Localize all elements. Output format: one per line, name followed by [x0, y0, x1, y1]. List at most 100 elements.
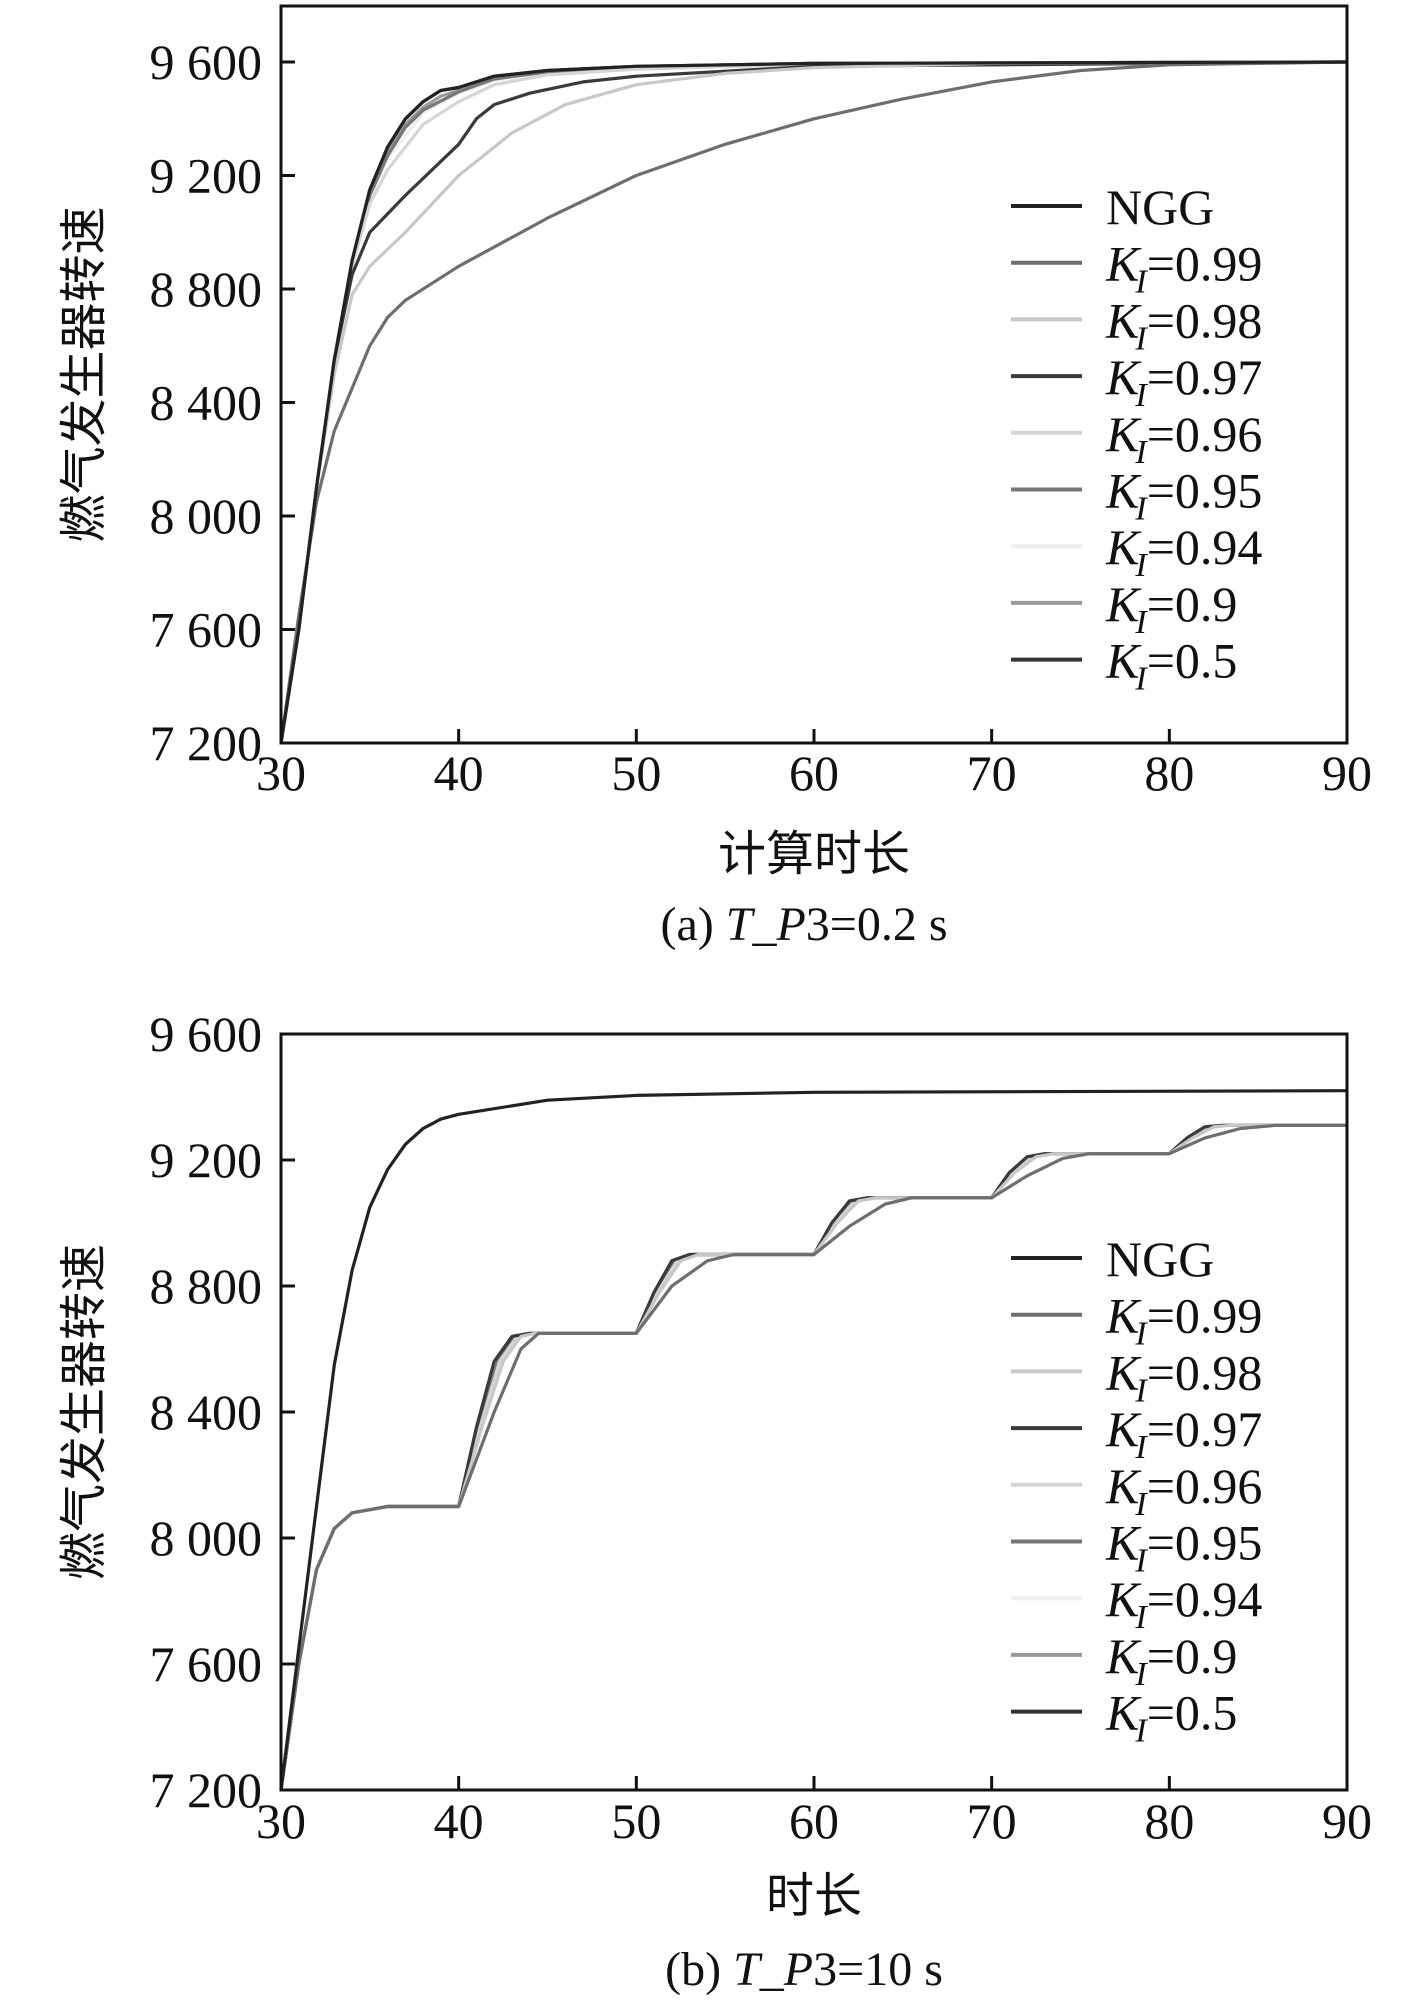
x-tick-label: 40: [434, 745, 484, 801]
legend-k: K: [1105, 1344, 1142, 1400]
legend-value: =0.99: [1147, 236, 1263, 292]
legend-label: KI=0.99: [1105, 1288, 1262, 1353]
legend-label: KI=0.5: [1105, 633, 1237, 698]
legend-value: =0.9: [1147, 1628, 1238, 1684]
legend-label: KI=0.94: [1105, 1571, 1262, 1636]
legend-label: KI=0.99: [1105, 236, 1262, 301]
figure-caption: (b) T_P3=10 s: [665, 1943, 943, 1996]
x-tick-label: 60: [789, 745, 839, 801]
legend-subscript-i: I: [1134, 661, 1148, 698]
legend-value: =0.99: [1147, 1288, 1263, 1344]
legend-label: NGG: [1106, 179, 1214, 235]
legend-value: =0.96: [1147, 406, 1263, 462]
legend-item: NGG: [1011, 1231, 1214, 1287]
y-tick-label: 8 000: [150, 1510, 263, 1566]
legend-item: NGG: [1011, 179, 1214, 235]
legend-item: KI=0.95: [1011, 1515, 1262, 1580]
legend-k: K: [1105, 463, 1142, 519]
legend-k: K: [1105, 1401, 1142, 1457]
series-line-NGG: [279, 1089, 1348, 1791]
legend-subscript-i: I: [1134, 1543, 1148, 1580]
y-tick-label: 8 400: [150, 1384, 263, 1440]
caption-prefix: (a): [660, 898, 725, 951]
y-tick-label: 9 200: [150, 148, 263, 204]
legend-label: KI=0.97: [1105, 349, 1262, 414]
legend-label: KI=0.95: [1105, 1515, 1262, 1580]
legend-k: K: [1105, 1515, 1142, 1571]
x-tick-label: 60: [789, 1793, 839, 1849]
caption-t: T: [726, 898, 756, 951]
legend-subscript-i: I: [1134, 547, 1148, 584]
caption-t: T: [733, 1943, 763, 1996]
caption-p: P: [783, 1943, 813, 1996]
legend-label: KI=0.94: [1105, 519, 1262, 584]
x-tick-label: 30: [256, 1793, 306, 1849]
y-tick-label: 8 400: [150, 375, 263, 431]
y-tick-label: 8 800: [150, 261, 263, 317]
legend-item: KI=0.99: [1011, 236, 1262, 301]
legend-label: NGG: [1106, 1231, 1214, 1287]
legend-label: KI=0.9: [1105, 576, 1237, 641]
legend-value: =0.98: [1147, 292, 1263, 348]
legend-item: KI=0.97: [1011, 349, 1262, 414]
legend-k: K: [1105, 1288, 1142, 1344]
x-tick-label: 90: [1322, 1793, 1372, 1849]
legend-k: K: [1105, 406, 1142, 462]
y-tick-label: 9 200: [150, 1132, 263, 1188]
legend-value: =0.97: [1147, 349, 1263, 405]
legend-item: KI=0.94: [1011, 519, 1262, 584]
y-axis-label: 燃气发生器转速: [56, 206, 112, 542]
legend-item: KI=0.98: [1011, 292, 1262, 357]
legend-item: KI=0.96: [1011, 406, 1262, 471]
x-axis-label: 计算时长: [718, 826, 910, 882]
legend-subscript-i: I: [1134, 1486, 1148, 1523]
legend-subscript-i: I: [1134, 1372, 1148, 1409]
legend-k: K: [1105, 1628, 1142, 1684]
y-tick-label: 7 600: [150, 602, 263, 658]
x-tick-label: 90: [1322, 745, 1372, 801]
legend-subscript-i: I: [1134, 434, 1148, 471]
y-tick-label: 7 200: [150, 715, 263, 771]
legend-value: =0.98: [1147, 1344, 1263, 1400]
legend-item: KI=0.9: [1011, 576, 1237, 641]
legend-value: =0.9: [1147, 576, 1238, 632]
legend-subscript-i: I: [1134, 1429, 1148, 1466]
legend-subscript-i: I: [1134, 491, 1148, 528]
x-tick-label: 50: [611, 745, 661, 801]
series-lines: [279, 1089, 1348, 1791]
series-line-K-I-0.99: [279, 60, 1348, 744]
legend-k: K: [1105, 1458, 1142, 1514]
y-tick-label: 7 200: [150, 1762, 263, 1818]
legend-k: K: [1105, 1571, 1142, 1627]
series-line-K-I-0.99: [279, 1123, 1347, 1791]
y-tick-label: 9 600: [150, 34, 263, 90]
legend-label: KI=0.98: [1105, 1344, 1262, 1409]
legend-value: =0.97: [1147, 1401, 1263, 1457]
caption-rest: 3=10 s: [813, 1943, 943, 1996]
legend-k: K: [1105, 576, 1142, 632]
legend-item: KI=0.98: [1011, 1344, 1262, 1409]
legend-value: =0.5: [1147, 1685, 1238, 1741]
chart-b: 30 40 50 60 70 80 90 7 200 7 600 8 000 8 400 8 800 9…: [56, 1006, 1372, 1996]
legend-value: =0.96: [1147, 1458, 1263, 1514]
x-tick-label: 80: [1144, 745, 1194, 801]
legend-label: KI=0.96: [1105, 1458, 1262, 1523]
legend-subscript-i: I: [1134, 320, 1148, 357]
legend-label: KI=0.5: [1105, 1685, 1237, 1750]
legend-subscript-i: I: [1134, 1656, 1148, 1693]
legend-value: =0.95: [1147, 463, 1263, 519]
legend-k: K: [1105, 349, 1142, 405]
x-tick-label: 70: [967, 1793, 1017, 1849]
legend-k: K: [1105, 1685, 1142, 1741]
y-tick-label: 8 800: [150, 1258, 263, 1314]
caption-underscore: _: [759, 1943, 785, 1996]
legend-subscript-i: I: [1134, 264, 1148, 301]
x-axis-label: 时长: [766, 1868, 862, 1924]
legend-subscript-i: I: [1134, 604, 1148, 641]
legend-k: K: [1105, 633, 1142, 689]
legend-subscript-i: I: [1134, 1316, 1148, 1353]
x-tick-label: 30: [256, 745, 306, 801]
legend-item: KI=0.99: [1011, 1288, 1262, 1353]
y-tick-label: 7 600: [150, 1636, 263, 1692]
legend-item: KI=0.94: [1011, 1571, 1262, 1636]
